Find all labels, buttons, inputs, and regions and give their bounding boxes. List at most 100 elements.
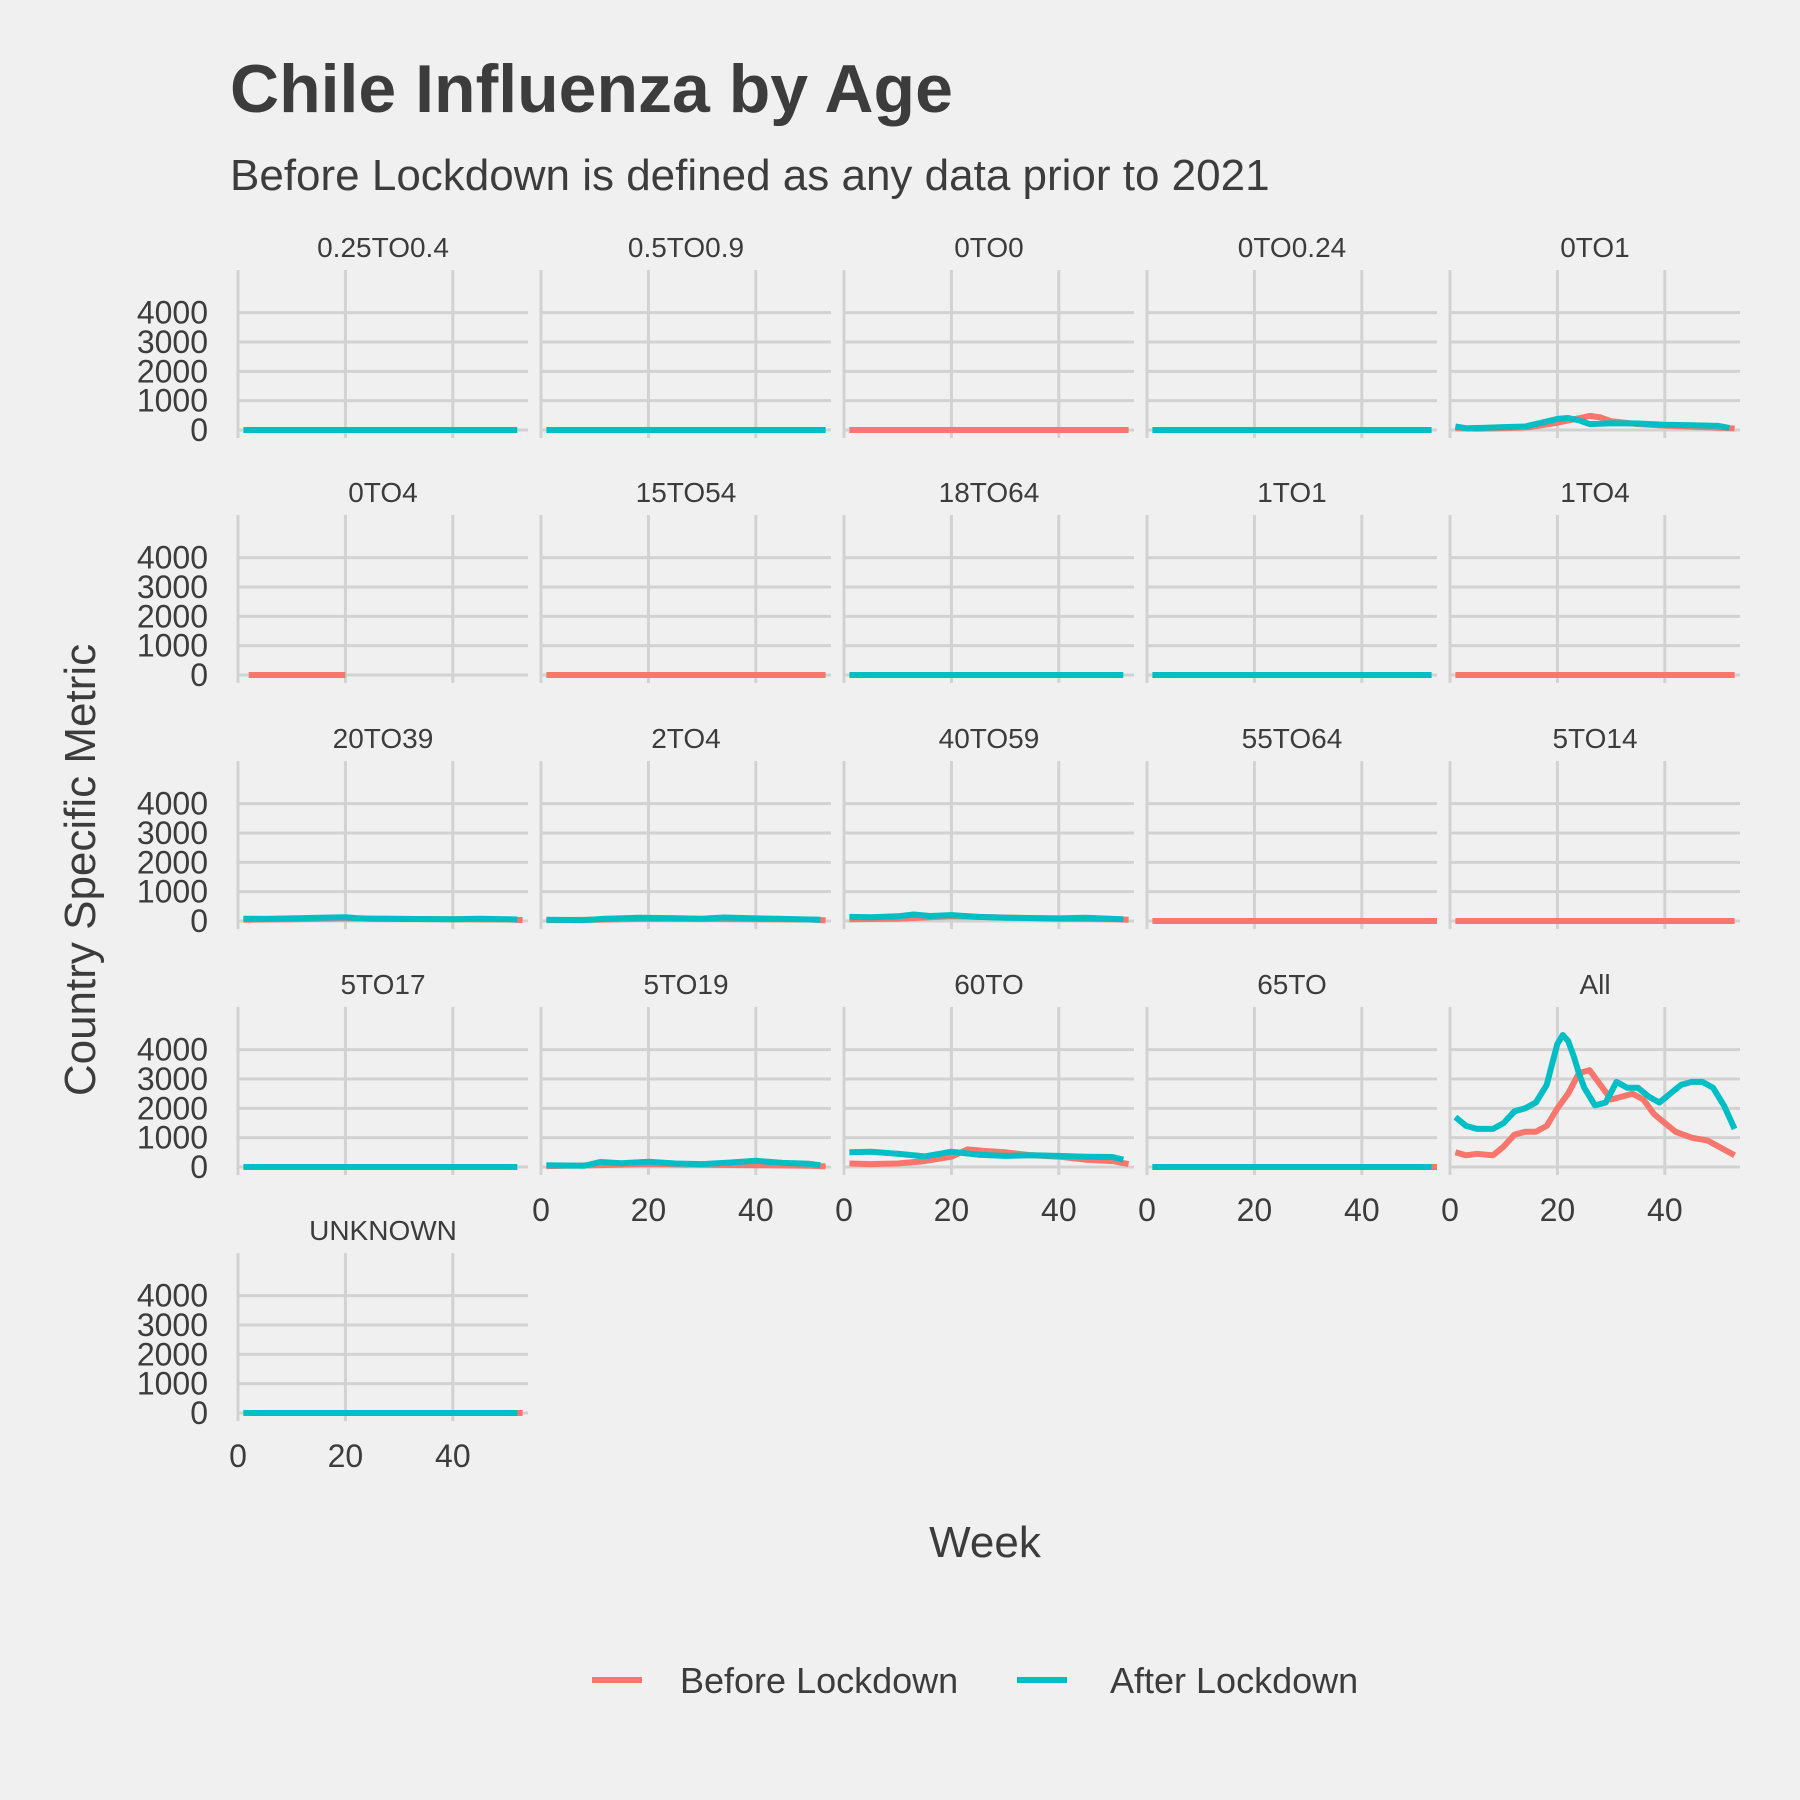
x-tick-label: 40 <box>1041 1192 1077 1228</box>
y-tick-label: 0 <box>190 412 208 448</box>
facet-label: 18TO64 <box>939 477 1040 508</box>
x-tick-label: 20 <box>934 1192 970 1228</box>
facet-label: 0.25TO0.4 <box>317 232 449 263</box>
y-tick-label: 2000 <box>137 353 208 389</box>
y-tick-label: 2000 <box>137 844 208 880</box>
y-tick-label: 1000 <box>137 628 208 664</box>
facet-label: 65TO <box>1257 969 1327 1000</box>
facet-panel: 40TO59 <box>842 723 1134 929</box>
facet-label: 0TO4 <box>348 477 418 508</box>
facet-panel: 0TO0.24 <box>1145 232 1437 438</box>
facet-panel: 5TO19 0 20 40 <box>532 969 831 1228</box>
facet-panel: 60TO 0 20 40 <box>835 969 1134 1228</box>
y-tick-label: 1000 <box>137 874 208 910</box>
series-line-after-lockdown <box>849 911 1124 923</box>
legend: Before Lockdown After Lockdown <box>592 1660 1358 1701</box>
legend-label-before: Before Lockdown <box>680 1660 958 1701</box>
chart-title: Chile Influenza by Age <box>230 51 953 127</box>
facet-label: 60TO <box>954 969 1024 1000</box>
facet-label: 55TO64 <box>1242 723 1343 754</box>
series-line-after-lockdown <box>1453 1032 1738 1132</box>
y-tick-label: 3000 <box>137 324 208 360</box>
facet-panel: 1TO1 <box>1145 477 1437 683</box>
y-tick-label: 0 <box>190 903 208 939</box>
legend-label-after: After Lockdown <box>1110 1660 1358 1701</box>
series-line-after-lockdown <box>546 1157 821 1169</box>
facet-panel: 1TO4 <box>1448 477 1740 683</box>
y-tick-label: 2000 <box>137 1090 208 1126</box>
facet-label: 5TO19 <box>643 969 728 1000</box>
y-tick-label: 4000 <box>137 1278 208 1314</box>
facet-label: 0.5TO0.9 <box>628 232 744 263</box>
facet-panel: 55TO64 <box>1145 723 1437 929</box>
facet-label: 1TO4 <box>1560 477 1630 508</box>
y-tick-label: 1000 <box>137 1120 208 1156</box>
x-tick-label: 0 <box>835 1192 853 1228</box>
facet-panel: 0.5TO0.9 <box>539 232 831 438</box>
facet-label: UNKNOWN <box>309 1215 457 1246</box>
facet-panel: 5TO14 <box>1448 723 1740 929</box>
chart-subtitle: Before Lockdown is defined as any data p… <box>230 151 1270 200</box>
y-tick-label: 3000 <box>137 815 208 851</box>
y-tick-label: 4000 <box>137 1032 208 1068</box>
x-axis-title: Week <box>929 1518 1042 1567</box>
facet-panel: 18TO64 <box>842 477 1134 683</box>
y-tick-label: 3000 <box>137 569 208 605</box>
y-tick-label: 0 <box>190 657 208 693</box>
facet-label: 0TO1 <box>1560 232 1630 263</box>
x-tick-label: 0 <box>532 1192 550 1228</box>
facet-panel: 0TO1 <box>1448 232 1740 438</box>
series-line-after-lockdown <box>1454 415 1730 432</box>
x-tick-label: 0 <box>1138 1192 1156 1228</box>
facet-panel: 2TO4 <box>539 723 831 929</box>
y-tick-label: 2000 <box>137 598 208 634</box>
series-line-after-lockdown <box>546 914 821 924</box>
facet-label: 1TO1 <box>1257 477 1327 508</box>
facet-label: 0TO0 <box>954 232 1024 263</box>
facet-label: 2TO4 <box>651 723 721 754</box>
series-line-before-lockdown <box>849 1146 1130 1168</box>
y-tick-label: 3000 <box>137 1307 208 1343</box>
y-tick-label: 1000 <box>137 1366 208 1402</box>
x-tick-label: 0 <box>229 1438 247 1474</box>
y-axis-title: Country Specific Metric <box>56 644 105 1096</box>
x-tick-label: 40 <box>738 1192 774 1228</box>
y-tick-label: 4000 <box>137 295 208 331</box>
y-tick-label: 4000 <box>137 540 208 576</box>
facet-panel: All 0 20 40 <box>1441 969 1740 1228</box>
series-line-after-lockdown <box>849 1148 1125 1163</box>
facet-label: 0TO0.24 <box>1238 232 1346 263</box>
facet-panel: 15TO54 <box>539 477 831 683</box>
x-tick-label: 20 <box>1237 1192 1273 1228</box>
y-tick-label: 4000 <box>137 786 208 822</box>
facet-label: All <box>1579 969 1610 1000</box>
x-tick-label: 40 <box>1647 1192 1683 1228</box>
facet-label: 20TO39 <box>333 723 434 754</box>
series-line-after-lockdown <box>243 914 518 923</box>
x-tick-label: 20 <box>1540 1192 1576 1228</box>
y-tick-label: 1000 <box>137 383 208 419</box>
series-line-before-lockdown <box>1454 1067 1737 1159</box>
y-tick-label: 2000 <box>137 1336 208 1372</box>
facet-label: 5TO14 <box>1552 723 1637 754</box>
x-tick-label: 40 <box>435 1438 471 1474</box>
facet-label: 40TO59 <box>939 723 1040 754</box>
x-tick-label: 40 <box>1344 1192 1380 1228</box>
x-tick-label: 20 <box>328 1438 364 1474</box>
x-tick-label: 20 <box>631 1192 667 1228</box>
x-tick-label: 0 <box>1441 1192 1459 1228</box>
y-tick-label: 0 <box>190 1395 208 1431</box>
facet-label: 15TO54 <box>636 477 737 508</box>
facet-label: 5TO17 <box>340 969 425 1000</box>
y-tick-label: 0 <box>190 1149 208 1185</box>
facet-panel: 0TO0 <box>842 232 1134 438</box>
facet-panel: 65TO 0 20 40 <box>1138 969 1437 1228</box>
y-tick-label: 3000 <box>137 1061 208 1097</box>
